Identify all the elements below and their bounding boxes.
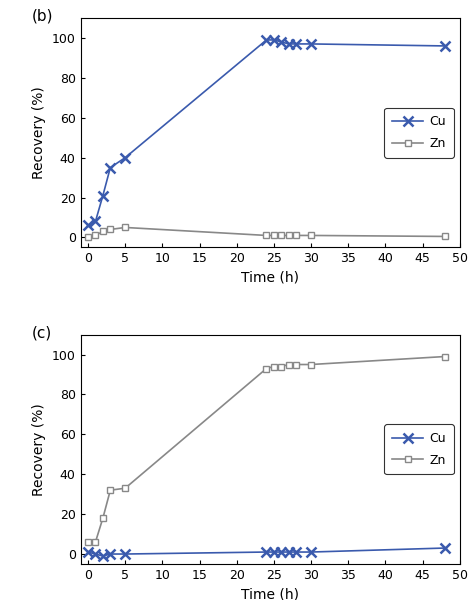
Cu xyxy=(108,164,113,171)
Cu xyxy=(122,154,128,161)
X-axis label: Time (h): Time (h) xyxy=(241,271,299,285)
Cu xyxy=(92,550,98,557)
Line: Cu: Cu xyxy=(83,543,450,561)
Zn xyxy=(279,232,284,239)
Zn xyxy=(308,361,314,368)
Zn xyxy=(85,538,91,545)
Zn xyxy=(442,353,448,360)
Line: Zn: Zn xyxy=(84,224,448,241)
Cu xyxy=(293,548,299,556)
Cu xyxy=(442,43,448,50)
Cu xyxy=(264,548,269,556)
Cu xyxy=(100,553,106,560)
Cu xyxy=(442,544,448,551)
Zn xyxy=(100,228,106,235)
Cu xyxy=(85,222,91,229)
Cu xyxy=(92,218,98,225)
Text: (c): (c) xyxy=(31,325,52,340)
Zn xyxy=(279,363,284,370)
Cu xyxy=(100,192,106,199)
Cu xyxy=(122,550,128,557)
Text: (b): (b) xyxy=(31,9,53,24)
Zn xyxy=(286,232,292,239)
Cu xyxy=(308,548,314,556)
Cu xyxy=(293,40,299,47)
Zn xyxy=(85,234,91,241)
Zn xyxy=(108,487,113,494)
Zn xyxy=(100,515,106,522)
Cu xyxy=(279,38,284,46)
Cu xyxy=(271,37,277,44)
Zn xyxy=(264,365,269,372)
Zn xyxy=(122,224,128,231)
Legend: Cu, Zn: Cu, Zn xyxy=(384,424,454,474)
Zn xyxy=(271,363,277,370)
Cu xyxy=(271,548,277,556)
Zn xyxy=(271,232,277,239)
Cu xyxy=(286,40,292,47)
Line: Zn: Zn xyxy=(84,353,448,545)
Y-axis label: Recovery (%): Recovery (%) xyxy=(32,403,46,496)
Zn xyxy=(264,232,269,239)
Cu xyxy=(308,40,314,47)
Zn xyxy=(293,232,299,239)
Zn xyxy=(92,232,98,239)
Zn xyxy=(293,361,299,368)
Y-axis label: Recovery (%): Recovery (%) xyxy=(32,86,46,179)
Cu xyxy=(279,548,284,556)
Cu xyxy=(85,548,91,556)
Legend: Cu, Zn: Cu, Zn xyxy=(384,108,454,158)
Line: Cu: Cu xyxy=(83,35,450,230)
Cu xyxy=(286,548,292,556)
X-axis label: Time (h): Time (h) xyxy=(241,587,299,600)
Zn xyxy=(92,538,98,545)
Zn xyxy=(286,361,292,368)
Zn xyxy=(442,233,448,240)
Zn xyxy=(108,226,113,233)
Zn xyxy=(122,485,128,492)
Cu xyxy=(264,37,269,44)
Cu xyxy=(108,550,113,557)
Zn xyxy=(308,232,314,239)
